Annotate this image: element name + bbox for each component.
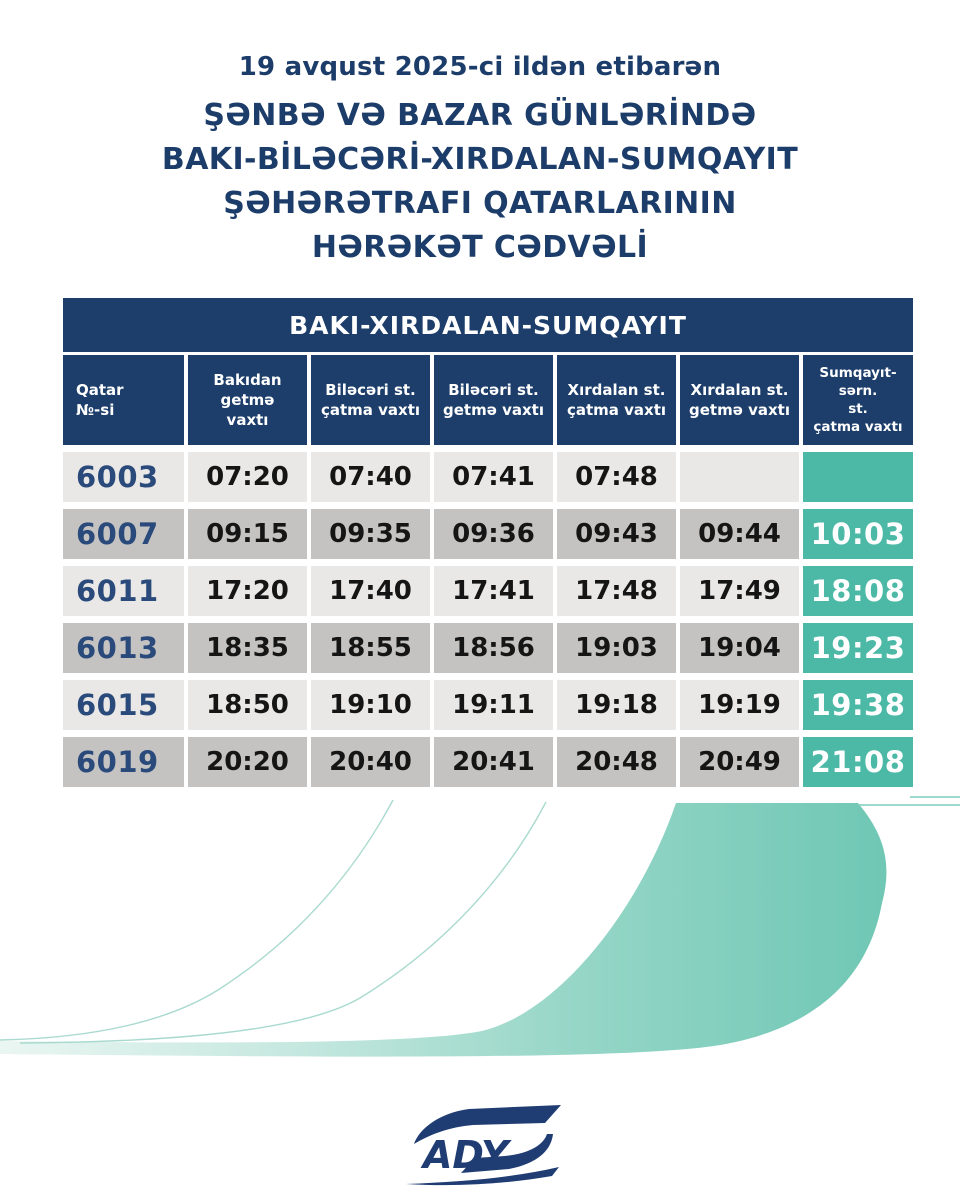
column-header-sumqayit-arrival: Sumqayıt-sərn. st. çatma vaxtı [803, 355, 913, 445]
table-header-row: Qatar №-si Bakıdan getmə vaxtı Biləcəri … [63, 355, 913, 445]
effective-date-line: 19 avqust 2025-ci ildən etibarən [238, 52, 722, 82]
train-number: 6003 [63, 452, 184, 502]
table-row: 6013 18:35 18:55 18:56 19:03 19:04 19:23 [63, 623, 913, 673]
logo-underline [406, 1167, 559, 1186]
table-caption: BAKI-XIRDALAN-SUMQAYIT [63, 298, 913, 352]
time-cell: 17:48 [557, 566, 676, 616]
logo-bottom-wing [461, 1134, 553, 1173]
timetable: BAKI-XIRDALAN-SUMQAYIT Qatar №-si Bakıda… [63, 298, 913, 787]
time-cell: 09:35 [311, 509, 430, 559]
time-cell: 07:40 [311, 452, 430, 502]
time-cell: 09:36 [434, 509, 553, 559]
swoosh-fill [0, 803, 887, 1057]
time-cell: 19:04 [680, 623, 799, 673]
time-cell: 18:35 [188, 623, 307, 673]
table-row: 6007 09:15 09:35 09:36 09:43 09:44 10:03 [63, 509, 913, 559]
final-arrival-cell: 21:08 [803, 737, 913, 787]
logo-text: ADY [420, 1133, 512, 1177]
time-cell: 09:44 [680, 509, 799, 559]
column-header-baku-departure: Bakıdan getmə vaxtı [188, 355, 307, 445]
time-cell: 07:20 [188, 452, 307, 502]
time-cell: 07:48 [557, 452, 676, 502]
heading-line-days: ŞƏNBƏ VƏ BAZAR GÜNLƏRİNDƏ [203, 98, 757, 133]
final-arrival-cell: 19:23 [803, 623, 913, 673]
time-cell [680, 452, 799, 502]
column-header-khirdalan-arrival: Xırdalan st. çatma vaxtı [557, 355, 676, 445]
column-header-khirdalan-departure: Xırdalan st. getmə vaxtı [680, 355, 799, 445]
time-cell: 17:40 [311, 566, 430, 616]
final-arrival-cell: 10:03 [803, 509, 913, 559]
train-number: 6007 [63, 509, 184, 559]
time-cell: 20:20 [188, 737, 307, 787]
time-cell: 19:18 [557, 680, 676, 730]
time-cell: 07:41 [434, 452, 553, 502]
train-number: 6013 [63, 623, 184, 673]
logo-top-wing [414, 1105, 561, 1144]
ady-railways-logo: ADY [406, 1105, 561, 1186]
train-number: 6015 [63, 680, 184, 730]
table-row: 6015 18:50 19:10 19:11 19:18 19:19 19:38 [63, 680, 913, 730]
heading-line-route: BAKI-BİLƏCƏRİ-XIRDALAN-SUMQAYIT [161, 142, 799, 177]
time-cell: 17:49 [680, 566, 799, 616]
table-row: 6003 07:20 07:40 07:41 07:48 [63, 452, 913, 502]
time-cell: 19:10 [311, 680, 430, 730]
time-cell: 20:48 [557, 737, 676, 787]
time-cell: 20:41 [434, 737, 553, 787]
time-cell: 18:56 [434, 623, 553, 673]
heading-line-trains: ŞƏHƏRƏTRAFI QATARLARININ [223, 186, 737, 221]
train-number: 6019 [63, 737, 184, 787]
time-cell: 17:20 [188, 566, 307, 616]
train-number: 6011 [63, 566, 184, 616]
time-cell: 19:19 [680, 680, 799, 730]
swoosh-thin-line-middle [19, 801, 547, 1044]
table-row: 6019 20:20 20:40 20:41 20:48 20:49 21:08 [63, 737, 913, 787]
time-cell: 09:15 [188, 509, 307, 559]
final-arrival-cell [803, 452, 913, 502]
table-row: 6011 17:20 17:40 17:41 17:48 17:49 18:08 [63, 566, 913, 616]
time-cell: 20:49 [680, 737, 799, 787]
column-header-bilajari-arrival: Biləcəri st. çatma vaxtı [311, 355, 430, 445]
time-cell: 09:43 [557, 509, 676, 559]
time-cell: 19:03 [557, 623, 676, 673]
time-cell: 20:40 [311, 737, 430, 787]
column-header-train-no: Qatar №-si [63, 355, 184, 445]
column-header-bilajari-departure: Biləcəri st. getmə vaxtı [434, 355, 553, 445]
time-cell: 18:55 [311, 623, 430, 673]
swoosh-thin-line-left [0, 799, 394, 1041]
heading-line-schedule: HƏRƏKƏT CƏDVƏLİ [311, 230, 649, 265]
final-arrival-cell: 18:08 [803, 566, 913, 616]
final-arrival-cell: 19:38 [803, 680, 913, 730]
time-cell: 17:41 [434, 566, 553, 616]
time-cell: 18:50 [188, 680, 307, 730]
poster-heading: 19 avqust 2025-ci ildən etibarən ŞƏNBƏ V… [0, 52, 960, 270]
time-cell: 19:11 [434, 680, 553, 730]
